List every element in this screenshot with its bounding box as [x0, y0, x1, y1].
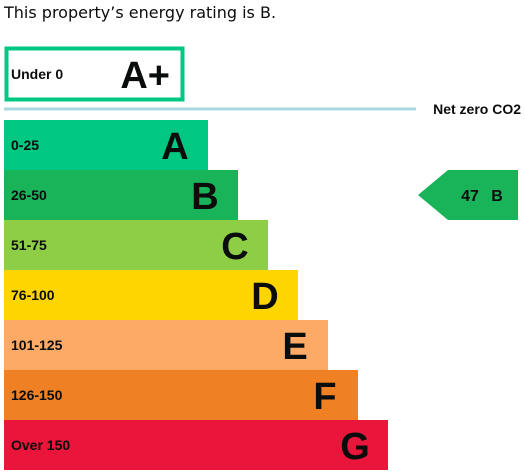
- band-g-letter: G: [340, 426, 370, 468]
- band-aplus-box: [4, 46, 185, 102]
- band-c-letter: C: [221, 226, 248, 268]
- current-rating-score: 47: [461, 188, 479, 205]
- band-aplus-range: Under 0: [11, 66, 63, 82]
- current-rating-arrow: [418, 170, 518, 220]
- band-e-letter: E: [282, 326, 307, 368]
- band-a-letter: A: [161, 126, 188, 168]
- rating-bands: 0-25 A 26-50 B 51-75 C 76-100 D 101-125 E 126-150 F…: [4, 120, 388, 470]
- current-rating-letter: B: [491, 188, 503, 205]
- band-f-bar: [4, 370, 358, 420]
- band-b-range: 26-50: [11, 187, 47, 203]
- band-c-range: 51-75: [11, 237, 47, 253]
- band-g-range: Over 150: [11, 437, 70, 453]
- band-f-range: 126-150: [11, 387, 63, 403]
- band-e-range: 101-125: [11, 337, 63, 353]
- band-b-bar: [4, 170, 238, 220]
- band-d-letter: D: [251, 276, 278, 318]
- band-d-bar: [4, 270, 298, 320]
- band-d-range: 76-100: [11, 287, 55, 303]
- band-f-letter: F: [313, 376, 336, 418]
- band-a-range: 0-25: [11, 137, 39, 153]
- net-zero-label: Net zero CO2: [433, 101, 521, 117]
- page-heading: This property’s energy rating is B.: [4, 3, 277, 22]
- band-g-bar: [4, 420, 388, 470]
- band-aplus-letter: A+: [120, 55, 170, 97]
- band-a-bar: [4, 120, 208, 170]
- band-b-letter: B: [191, 176, 218, 218]
- band-e-bar: [4, 320, 328, 370]
- band-c-bar: [4, 220, 268, 270]
